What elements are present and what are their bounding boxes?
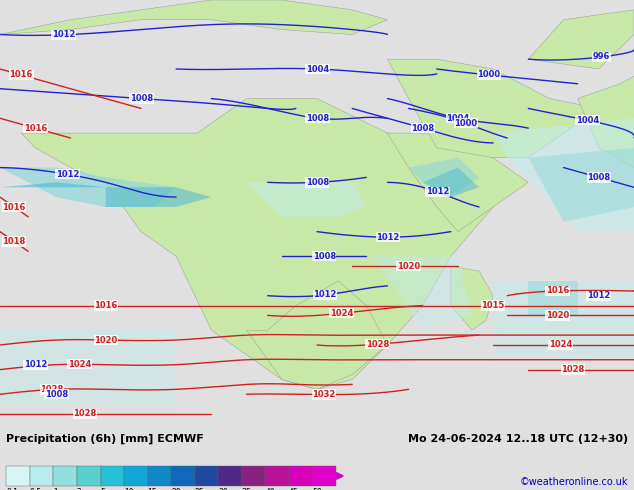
Bar <box>124 466 148 486</box>
Polygon shape <box>451 266 493 330</box>
Bar <box>101 466 124 486</box>
Polygon shape <box>528 281 578 316</box>
Text: 996: 996 <box>593 52 610 61</box>
Polygon shape <box>247 182 366 217</box>
Bar <box>218 466 242 486</box>
Text: 25: 25 <box>195 488 204 490</box>
Polygon shape <box>106 187 211 207</box>
Text: 1000: 1000 <box>455 119 477 128</box>
Text: 5: 5 <box>101 488 105 490</box>
Text: 1016: 1016 <box>3 202 26 212</box>
Text: 1016: 1016 <box>23 123 47 133</box>
Text: 1015: 1015 <box>481 301 505 310</box>
Polygon shape <box>387 59 598 158</box>
Polygon shape <box>423 168 479 197</box>
Text: 1028: 1028 <box>73 410 96 418</box>
Text: Precipitation (6h) [mm] ECMWF: Precipitation (6h) [mm] ECMWF <box>6 434 204 444</box>
Bar <box>242 466 266 486</box>
Polygon shape <box>387 133 528 232</box>
Bar <box>30 466 53 486</box>
Text: 1016: 1016 <box>94 301 118 310</box>
Text: 1: 1 <box>53 488 58 490</box>
Text: 1012: 1012 <box>56 170 79 179</box>
Text: 50: 50 <box>313 488 322 490</box>
Polygon shape <box>0 168 176 207</box>
Text: 1024: 1024 <box>548 341 572 349</box>
Text: 1008: 1008 <box>313 252 336 261</box>
Polygon shape <box>247 281 387 390</box>
Text: 1008: 1008 <box>306 114 329 123</box>
Text: 15: 15 <box>148 488 157 490</box>
Text: 1024: 1024 <box>330 309 353 318</box>
Bar <box>313 466 336 486</box>
Text: 0.5: 0.5 <box>30 488 42 490</box>
Text: Mo 24-06-2024 12..18 UTC (12+30): Mo 24-06-2024 12..18 UTC (12+30) <box>408 434 628 443</box>
Bar <box>77 466 101 486</box>
Text: 1020: 1020 <box>94 336 118 344</box>
Text: 1020: 1020 <box>546 311 569 320</box>
Polygon shape <box>578 69 634 168</box>
Text: 1000: 1000 <box>477 71 500 79</box>
Polygon shape <box>373 256 472 330</box>
Polygon shape <box>0 0 387 34</box>
Polygon shape <box>493 281 634 355</box>
Text: 0.1: 0.1 <box>6 488 18 490</box>
Bar <box>171 466 195 486</box>
Text: 1016: 1016 <box>546 287 569 295</box>
Text: 1028: 1028 <box>40 385 63 394</box>
Polygon shape <box>408 158 479 197</box>
Polygon shape <box>0 330 176 404</box>
Bar <box>53 466 77 486</box>
Text: 1012: 1012 <box>23 360 47 369</box>
Text: 30: 30 <box>218 488 228 490</box>
Polygon shape <box>21 98 493 390</box>
Text: 1024: 1024 <box>68 360 91 369</box>
Bar <box>266 466 289 486</box>
Text: 1020: 1020 <box>397 262 420 270</box>
Polygon shape <box>528 148 634 222</box>
Text: 2: 2 <box>77 488 82 490</box>
Text: 1008: 1008 <box>306 178 328 187</box>
Text: 1008: 1008 <box>45 390 68 399</box>
Text: 1012: 1012 <box>52 30 75 39</box>
Bar <box>195 466 218 486</box>
Text: 1008: 1008 <box>587 173 611 182</box>
Text: 1012: 1012 <box>377 233 400 242</box>
Text: 40: 40 <box>266 488 275 490</box>
Text: 1004: 1004 <box>576 116 599 125</box>
Polygon shape <box>493 118 634 232</box>
Polygon shape <box>528 10 634 69</box>
Text: 1012: 1012 <box>425 188 449 196</box>
Text: 1004: 1004 <box>446 114 470 123</box>
Bar <box>289 466 313 486</box>
Text: 1028: 1028 <box>561 365 585 374</box>
Text: ©weatheronline.co.uk: ©weatheronline.co.uk <box>519 477 628 487</box>
Text: 1028: 1028 <box>366 340 389 349</box>
Text: 20: 20 <box>171 488 181 490</box>
Text: 1018: 1018 <box>3 237 26 246</box>
Text: 45: 45 <box>289 488 299 490</box>
Text: 1012: 1012 <box>313 291 337 299</box>
Polygon shape <box>0 182 106 187</box>
Bar <box>6 466 30 486</box>
Text: 1012: 1012 <box>587 291 611 300</box>
Text: 10: 10 <box>124 488 134 490</box>
Text: 1008: 1008 <box>130 94 153 103</box>
Bar <box>148 466 171 486</box>
Text: 35: 35 <box>242 488 252 490</box>
Text: 1016: 1016 <box>10 71 33 79</box>
Text: 1032: 1032 <box>313 390 335 399</box>
Text: 1008: 1008 <box>411 123 434 133</box>
Text: 1004: 1004 <box>306 65 329 74</box>
